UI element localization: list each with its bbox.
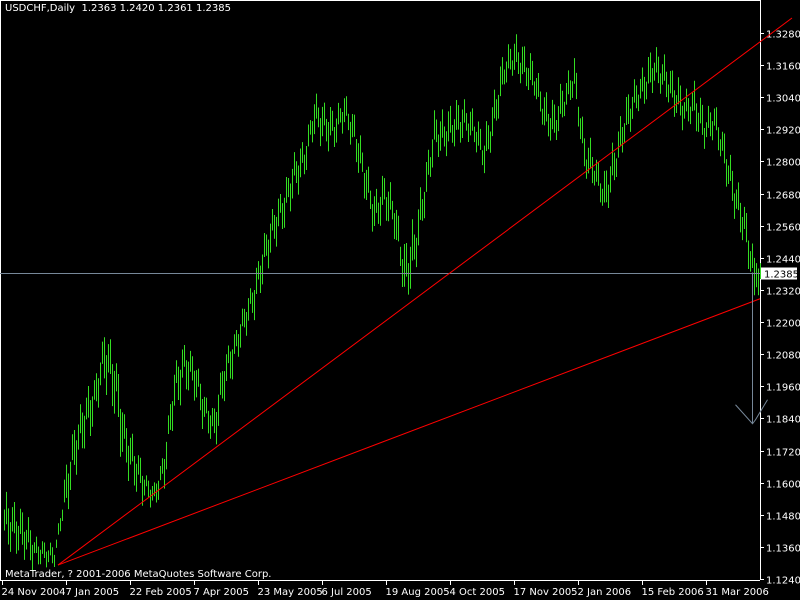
price-tick-label: 1.1600 xyxy=(766,480,800,491)
price-tick-label: 1.1360 xyxy=(766,544,800,555)
price-tick-label: 1.2320 xyxy=(766,287,800,298)
trendline-1 xyxy=(57,17,793,566)
symbol-period: USDCHF,Daily xyxy=(5,3,76,14)
current-price-label: 1.2385 xyxy=(764,270,799,281)
price-tick-label: 1.3280 xyxy=(766,30,800,41)
copyright-text: MetaTrader, ? 2001-2006 MetaQuotes Softw… xyxy=(5,569,272,580)
time-tick-label: 2 Jan 2006 xyxy=(578,587,632,598)
price-tick-label: 1.2800 xyxy=(766,158,800,169)
price-tick-label: 1.1960 xyxy=(766,383,800,394)
price-tick-label: 1.2560 xyxy=(766,223,800,234)
time-tick-label: 17 Nov 2005 xyxy=(514,587,578,598)
time-tick-label: 6 Jul 2005 xyxy=(322,587,372,598)
price-tick-label: 1.2680 xyxy=(766,191,800,202)
time-tick-label: 24 Nov 2004 xyxy=(2,587,66,598)
time-tick-label: 23 May 2005 xyxy=(258,587,323,598)
time-tick-label: 19 Aug 2005 xyxy=(386,587,450,598)
current-price-box xyxy=(761,267,797,280)
time-tick-label: 31 Mar 2006 xyxy=(706,587,769,598)
chart-title: USDCHF,Daily 1.2363 1.2420 1.2361 1.2385 xyxy=(5,3,231,14)
time-tick-label: 7 Apr 2005 xyxy=(194,587,249,598)
trendline-2 xyxy=(57,298,761,566)
time-tick-label: 22 Feb 2005 xyxy=(130,587,192,598)
price-tick-label: 1.3040 xyxy=(766,94,800,105)
price-tick-label: 1.1240 xyxy=(766,576,800,587)
price-tick-label: 1.2920 xyxy=(766,126,800,137)
ohlc-readout: 1.2363 1.2420 1.2361 1.2385 xyxy=(81,3,231,14)
arrow-head-icon xyxy=(735,399,768,425)
price-tick-label: 1.1480 xyxy=(766,512,800,523)
price-tick-label: 1.1720 xyxy=(766,448,800,459)
time-tick-label: 15 Feb 2006 xyxy=(642,587,704,598)
price-tick-label: 1.2080 xyxy=(766,351,800,362)
time-tick-label: 4 Oct 2005 xyxy=(450,587,505,598)
price-tick-label: 1.2200 xyxy=(766,319,800,330)
time-tick-label: 7 Jan 2005 xyxy=(66,587,120,598)
price-tick-label: 1.1840 xyxy=(766,415,800,426)
price-tick-label: 1.2440 xyxy=(766,255,800,266)
price-tick-label: 1.3160 xyxy=(766,62,800,73)
